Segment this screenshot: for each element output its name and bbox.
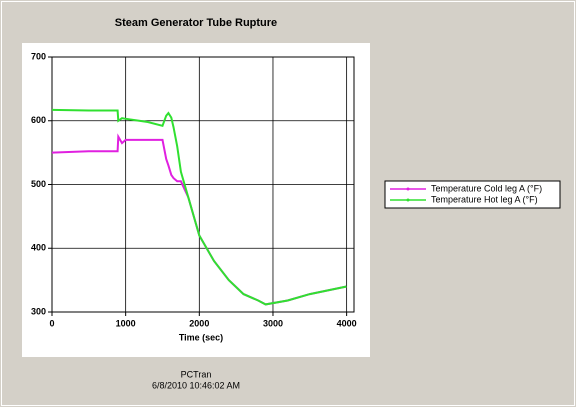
frame — [1, 1, 575, 406]
legend — [384, 180, 561, 209]
plot-border — [51, 56, 355, 313]
y-tick-label: 500 — [31, 179, 46, 189]
y-tick-label: 700 — [31, 51, 46, 61]
y-tick-label: 600 — [31, 115, 46, 125]
plot-panel — [22, 43, 370, 357]
footer: 6/8/2010 10:46:02 AM — [152, 380, 240, 390]
y-tick-label: 400 — [31, 243, 46, 253]
legend-label: Temperature Cold leg A (°F) — [431, 183, 542, 193]
chart-title: Steam Generator Tube Rupture — [115, 17, 277, 29]
x-tick-label: 4000 — [337, 318, 357, 328]
x-tick-label: 2000 — [189, 318, 209, 328]
x-tick-label: 3000 — [263, 318, 283, 328]
x-tick-label: 1000 — [116, 318, 136, 328]
footer: PCTran — [181, 369, 212, 379]
x-axis-label: Time (sec) — [179, 332, 223, 342]
legend-marker — [406, 187, 410, 191]
y-tick-label: 300 — [31, 306, 46, 316]
legend-label: Temperature Hot leg A (°F) — [431, 194, 538, 204]
data-line — [51, 108, 347, 306]
x-tick-label: 0 — [49, 318, 54, 328]
legend-marker — [406, 198, 410, 202]
